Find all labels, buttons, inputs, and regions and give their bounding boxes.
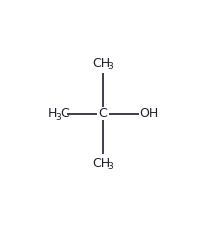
Text: 3: 3 [108, 62, 113, 72]
Text: 3: 3 [108, 162, 113, 171]
Text: OH: OH [139, 107, 158, 120]
Text: H: H [48, 107, 57, 120]
Text: C: C [60, 107, 69, 120]
Text: 3: 3 [55, 113, 61, 122]
Text: CH: CH [92, 57, 110, 70]
Text: C: C [99, 107, 107, 120]
Text: CH: CH [92, 157, 110, 170]
